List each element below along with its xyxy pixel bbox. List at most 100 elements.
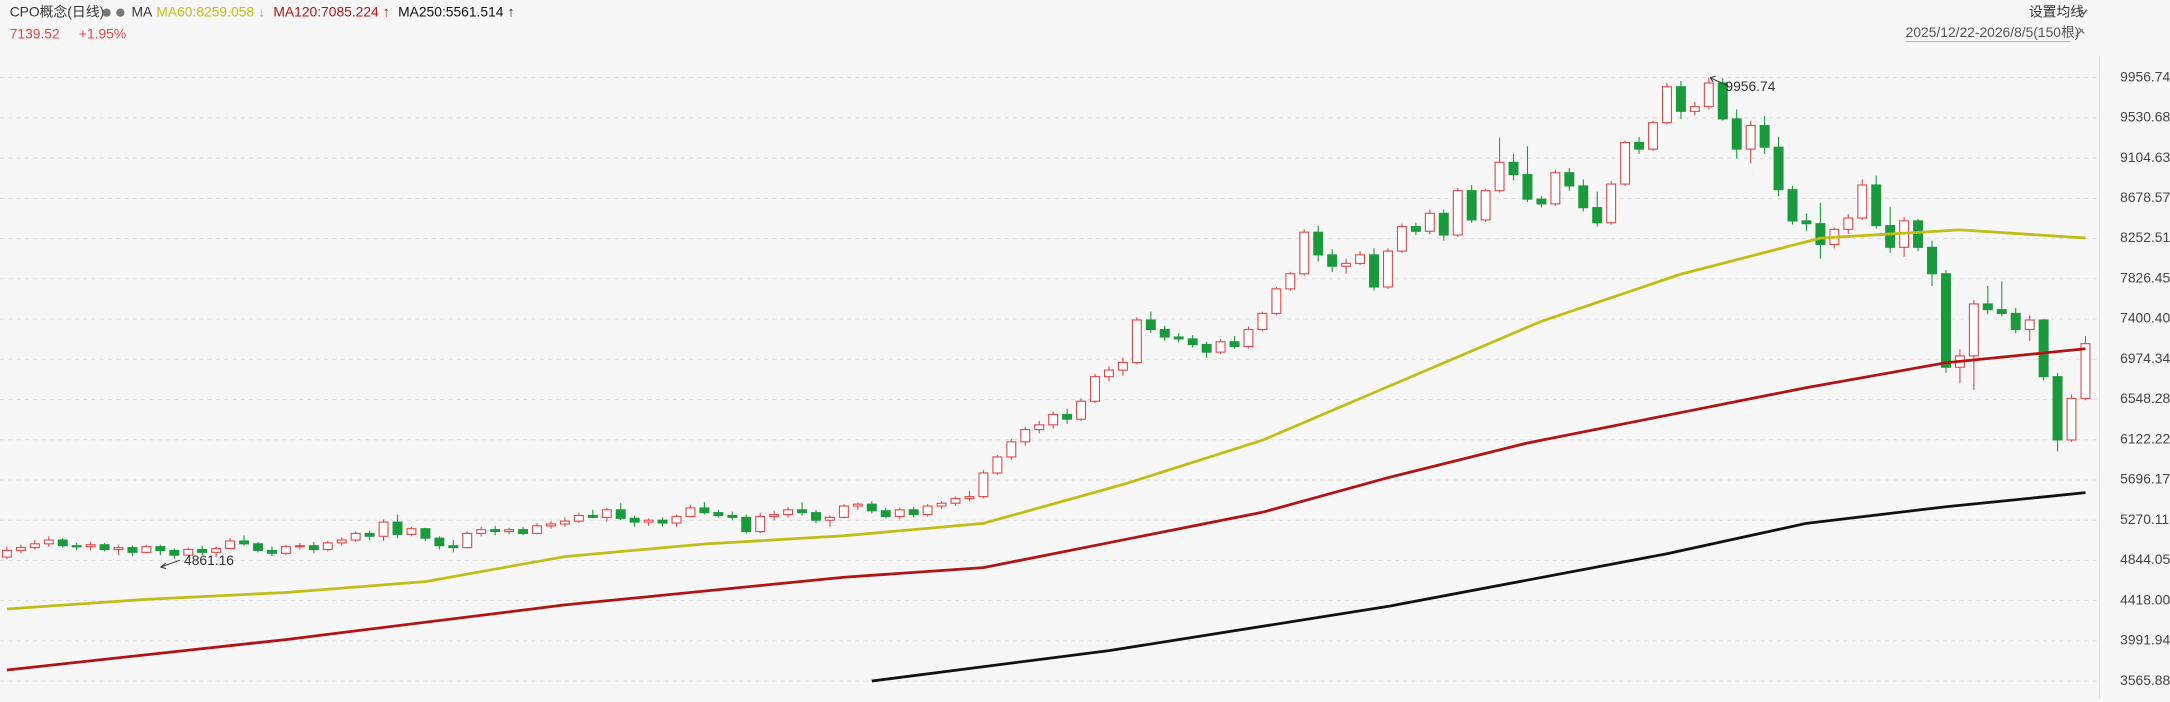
candle-body [1452,190,1463,236]
chart-title: CPO概念(日线) [10,3,105,19]
candle-body [1159,328,1170,338]
y-tick-label: 6548.28 [2120,390,2170,406]
candle-body [1648,122,1659,150]
candle-body [1661,86,1672,124]
candle-body [1592,207,1603,224]
candle-body [601,509,612,518]
candle-body [1731,118,1742,150]
range-label[interactable]: 2025/12/22-2026/8/5(150根) [1906,24,2080,40]
annotation-arrow [160,559,181,569]
y-tick-label: 6974.34 [2120,350,2170,366]
candle-body [2052,376,2063,441]
candle-body [476,529,487,534]
candle-body [1048,413,1059,426]
candle-body [908,509,919,516]
y-tick-label: 9530.68 [2120,109,2170,125]
candle-body [1020,429,1031,443]
settings-button[interactable]: 设置均线 [2029,3,2084,19]
settings-icon[interactable] [102,8,111,17]
close-icon[interactable] [116,8,125,17]
candle-body [741,516,752,533]
candle-body [978,472,989,498]
candle-body [518,529,529,534]
candle-body [1466,190,1477,221]
candle-body [1745,124,1756,150]
candle-body [755,515,766,533]
candle-body [545,523,556,527]
candle-body [838,505,849,518]
candle-body [15,547,26,551]
candle-body [894,509,905,517]
y-tick-label: 3991.94 [2120,632,2170,648]
candle-body [1550,172,1561,205]
candle-body [1885,225,1896,248]
candle-body [1327,254,1338,267]
candle-body [2066,397,2077,441]
y-tick-label: 6122.22 [2120,430,2170,446]
candle-body [1090,376,1101,402]
candle-body [155,546,166,551]
candle-body [308,545,319,551]
candle-body [1508,161,1519,176]
candle-body [1703,82,1714,108]
candle-body [1131,319,1142,364]
candle-body [1689,106,1700,112]
y-tick-label: 7400.40 [2120,310,2170,326]
y-tick-label: 9956.74 [2120,68,2170,84]
candle-body [936,502,947,507]
y-tick-label: 4844.05 [2120,551,2170,567]
candle-body [1927,246,1938,275]
candle-body [1,549,12,558]
candle-body [1103,369,1114,378]
ma-line [871,491,2086,683]
candle-body [922,505,933,516]
candle-body [266,549,277,554]
candle-body [573,514,584,522]
candle-body [1229,341,1240,348]
candle-body [420,528,431,539]
candle-body [1522,174,1533,200]
candle-body [1759,124,1770,148]
legend-entry: MA120:7085.224 [273,3,379,19]
candle-body [1006,441,1017,458]
candle-body [532,525,543,534]
candle-body [783,509,794,516]
candle-body [113,547,124,551]
candle-body [1480,190,1491,221]
legend-trend: ↓ [258,3,265,19]
candle-body [183,548,194,556]
candle-body [1299,231,1310,275]
candle-body [1815,223,1826,246]
candle-body [1271,288,1282,314]
candle-body [992,456,1003,474]
candle-body [364,532,375,537]
candle-body [1773,146,1784,191]
candle-body [462,532,473,549]
ma-label: MA [131,3,153,19]
candle-body [211,547,222,553]
candle-body [280,546,291,554]
candle-body [141,546,152,553]
candle-body [1606,183,1617,224]
candle-body [29,543,40,549]
candle-body [1857,184,1868,219]
candle-body [197,548,208,553]
candle-body [1424,212,1435,232]
candle-body [1675,86,1686,112]
candle-body [1341,262,1352,267]
candle-body [1117,361,1128,371]
y-tick-label: 8252.51 [2120,229,2170,245]
candle-body [1396,225,1407,252]
y-tick-label: 4418.00 [2120,591,2170,607]
candle-body [769,513,780,517]
candle-body [2010,312,2021,331]
candle-body [1062,413,1073,420]
candle-body [85,544,96,548]
candle-body [1871,184,1882,227]
min-label: 4861.16 [184,552,234,568]
candle-body [57,539,68,547]
candle-body [1215,341,1226,353]
candle-body [1173,336,1184,340]
